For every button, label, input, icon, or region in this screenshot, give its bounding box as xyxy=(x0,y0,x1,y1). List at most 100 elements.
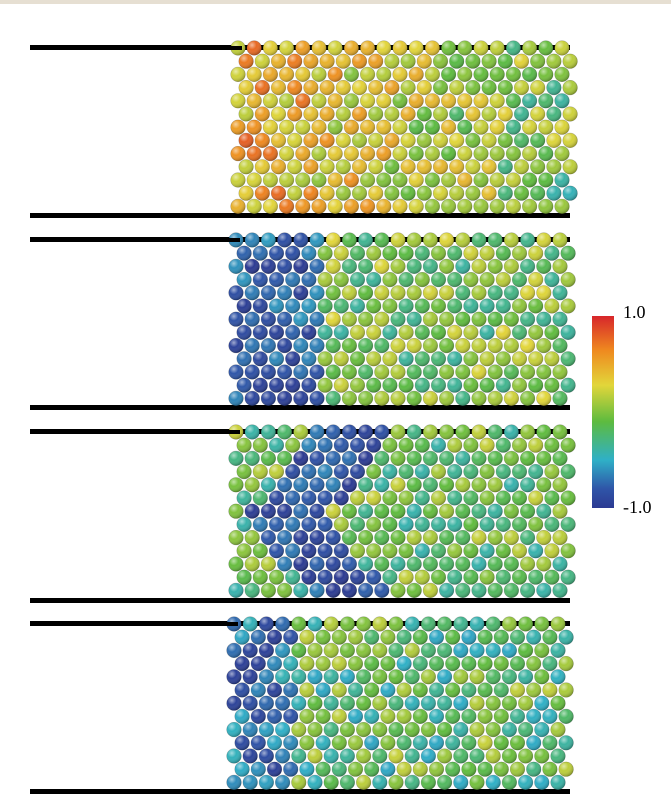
particle-highlight xyxy=(465,53,481,69)
particle-highlight xyxy=(423,503,438,519)
particle-highlight xyxy=(461,629,477,645)
particle-highlight xyxy=(528,464,543,479)
particle-highlight xyxy=(244,451,260,466)
particle-highlight xyxy=(275,643,290,658)
particle-highlight xyxy=(236,490,252,506)
particle-highlight xyxy=(431,298,446,314)
particle-highlight xyxy=(536,364,552,380)
particle-highlight xyxy=(413,629,428,645)
particle-highlight xyxy=(457,146,473,161)
particle-highlight xyxy=(340,775,355,790)
particle-highlight xyxy=(374,232,390,248)
particle-highlight xyxy=(269,490,284,506)
particle-highlight xyxy=(368,53,384,69)
particle-highlight xyxy=(234,709,250,724)
particle-highlight xyxy=(544,272,560,287)
particle-highlight xyxy=(342,503,357,519)
particle-highlight xyxy=(528,437,543,453)
particle-highlight xyxy=(315,735,331,751)
particle-highlight xyxy=(285,569,301,585)
particle-highlight xyxy=(398,490,414,506)
particle-highlight xyxy=(502,695,517,711)
particle-highlight xyxy=(390,364,406,380)
particle-highlight xyxy=(254,53,270,69)
particle-highlight xyxy=(408,93,424,109)
particle-highlight xyxy=(293,391,309,406)
particle-highlight xyxy=(473,172,489,188)
particle-highlight xyxy=(471,311,487,327)
particle-highlight xyxy=(279,119,294,135)
particle-highlight xyxy=(327,172,343,188)
particle-highlight xyxy=(534,748,550,764)
particle-highlight xyxy=(358,503,373,519)
particle-highlight xyxy=(309,503,325,519)
particle-highlight xyxy=(366,543,382,559)
particle-highlight xyxy=(437,722,452,737)
particle-highlight xyxy=(518,643,533,658)
particle-highlight xyxy=(366,245,382,261)
particle-highlight xyxy=(429,761,444,777)
particle-highlight xyxy=(261,364,276,380)
particle-highlight xyxy=(374,583,390,598)
particle-highlight xyxy=(242,695,258,711)
particle-highlight xyxy=(471,338,487,353)
particle-highlight xyxy=(275,748,290,764)
particle-highlight xyxy=(449,133,465,148)
particle-highlight xyxy=(552,477,568,493)
particle-highlight xyxy=(283,656,299,671)
particle-highlight xyxy=(252,377,268,393)
particle-highlight xyxy=(230,199,246,214)
particle-highlight xyxy=(400,53,416,69)
bottom-wall xyxy=(30,598,570,603)
particle-highlight xyxy=(269,464,284,479)
particle-highlight xyxy=(461,709,477,724)
particle-highlight xyxy=(425,40,440,56)
particle-highlight xyxy=(366,272,382,287)
particle-highlight xyxy=(390,583,406,598)
particle-highlight xyxy=(261,232,276,248)
particle-highlight xyxy=(498,185,513,201)
particle-highlight xyxy=(277,503,292,519)
particle-highlight xyxy=(496,245,511,261)
particle-highlight xyxy=(431,272,446,287)
particle-highlight xyxy=(228,451,244,466)
particle-highlight xyxy=(317,543,333,559)
particle-highlight xyxy=(431,464,446,479)
particle-highlight xyxy=(512,325,527,340)
particle-highlight xyxy=(307,722,323,737)
particle-highlight xyxy=(433,106,448,122)
particle-highlight xyxy=(380,656,396,671)
particle-highlight xyxy=(455,556,471,572)
particle-highlight xyxy=(299,735,315,751)
particle-highlight xyxy=(368,133,384,148)
particle-highlight xyxy=(439,424,454,440)
particle-highlight xyxy=(342,530,357,545)
particle-highlight xyxy=(254,106,270,122)
bottom-wall xyxy=(30,405,570,410)
particle-highlight xyxy=(520,232,535,248)
particle-highlight xyxy=(429,629,444,645)
particle-highlight xyxy=(487,424,503,440)
particle-highlight xyxy=(504,338,519,353)
particle-highlight xyxy=(366,464,382,479)
particle-highlight xyxy=(234,682,250,698)
particle-highlight xyxy=(489,93,505,109)
particle-highlight xyxy=(334,272,349,287)
particle-highlight xyxy=(285,272,301,287)
particle-highlight xyxy=(317,298,333,314)
particle-highlight xyxy=(404,722,420,737)
particle-highlight xyxy=(544,298,560,314)
particle-highlight xyxy=(230,67,246,82)
particle-highlight xyxy=(342,338,357,353)
particle-highlight xyxy=(528,517,543,532)
particle-highlight xyxy=(423,556,438,572)
particle-highlight xyxy=(332,656,347,671)
particle-highlight xyxy=(291,748,307,764)
particle-highlight xyxy=(293,311,309,327)
particle-highlight xyxy=(226,643,242,658)
particle-highlight xyxy=(252,272,268,287)
particle-highlight xyxy=(520,338,535,353)
particle-highlight xyxy=(502,748,517,764)
particle-highlight xyxy=(275,775,290,790)
particle-highlight xyxy=(366,490,382,506)
